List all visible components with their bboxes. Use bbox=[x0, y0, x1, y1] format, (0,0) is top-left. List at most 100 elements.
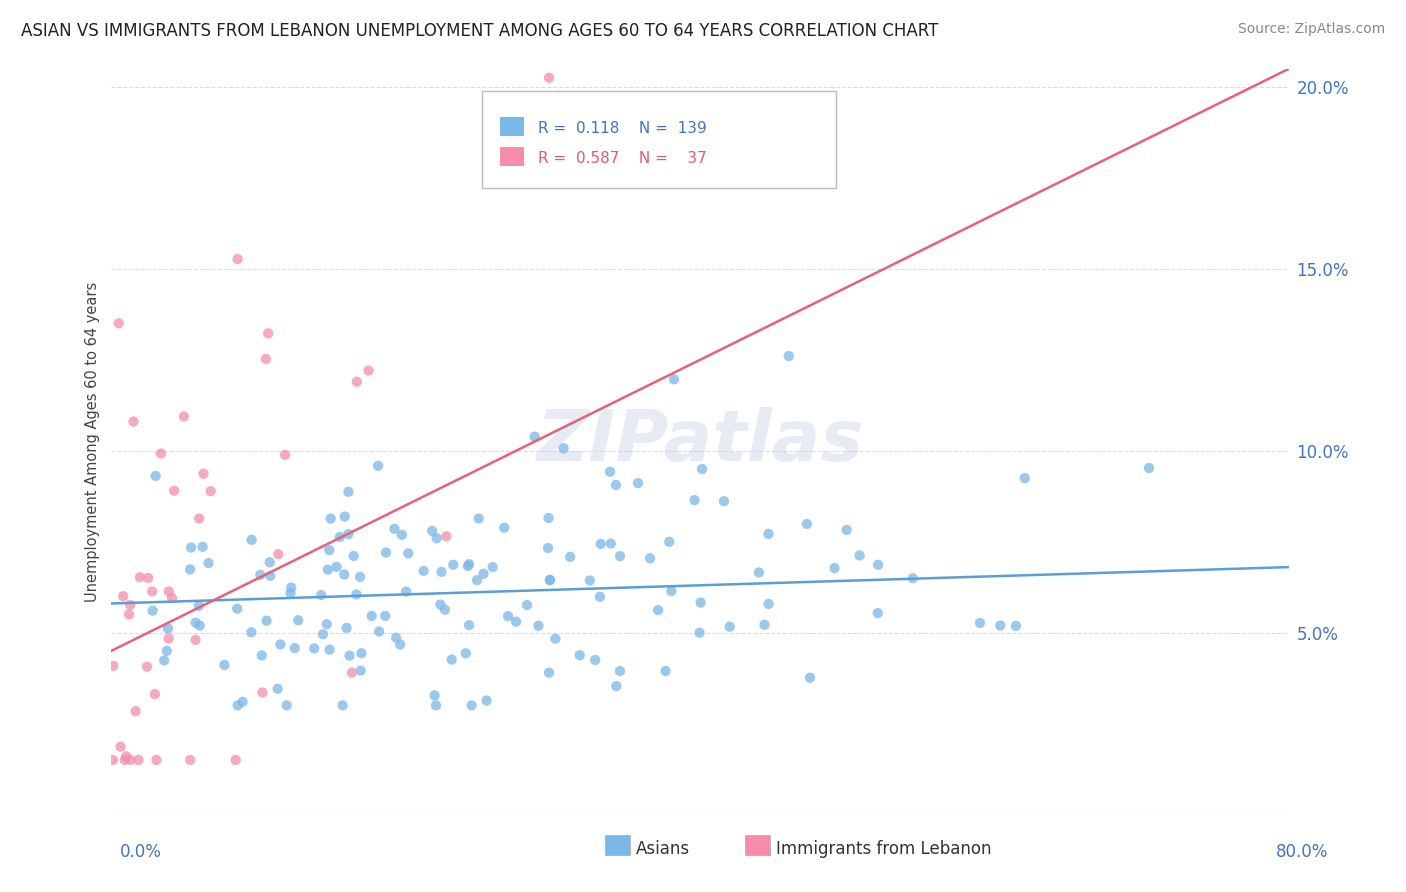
Point bbox=[1137, 461, 1160, 475]
Point bbox=[226, 252, 249, 266]
Point bbox=[395, 584, 418, 599]
Point bbox=[429, 598, 451, 612]
Point bbox=[337, 484, 360, 499]
Point bbox=[796, 516, 818, 531]
Point bbox=[1014, 471, 1036, 485]
Point bbox=[758, 597, 780, 611]
Point bbox=[537, 511, 560, 525]
Point bbox=[527, 619, 550, 633]
Point bbox=[638, 551, 661, 566]
Point bbox=[150, 446, 173, 460]
Point bbox=[256, 614, 278, 628]
Point bbox=[661, 584, 683, 599]
Point bbox=[226, 698, 249, 713]
Point bbox=[537, 541, 560, 555]
Point bbox=[690, 462, 713, 476]
Point bbox=[337, 527, 360, 541]
Point bbox=[346, 587, 368, 601]
Point bbox=[516, 598, 538, 612]
Point bbox=[647, 603, 669, 617]
Point bbox=[136, 571, 159, 585]
Point bbox=[605, 478, 627, 492]
Point bbox=[225, 753, 247, 767]
Point bbox=[118, 607, 141, 622]
Point bbox=[319, 511, 342, 525]
Point bbox=[434, 529, 457, 543]
Point bbox=[460, 698, 482, 713]
Point bbox=[389, 638, 412, 652]
Point bbox=[754, 617, 776, 632]
Point bbox=[280, 581, 302, 595]
Point bbox=[240, 533, 263, 547]
Point bbox=[269, 638, 291, 652]
Point bbox=[423, 689, 446, 703]
Point bbox=[778, 349, 800, 363]
Point bbox=[156, 622, 179, 636]
Point bbox=[120, 753, 142, 767]
Point bbox=[336, 621, 359, 635]
Point bbox=[240, 625, 263, 640]
Point bbox=[309, 588, 332, 602]
Point bbox=[200, 484, 222, 499]
Point bbox=[824, 561, 846, 575]
Point bbox=[969, 615, 991, 630]
Point bbox=[384, 522, 406, 536]
Point bbox=[266, 681, 288, 696]
Point bbox=[799, 671, 821, 685]
Point bbox=[599, 536, 621, 550]
Point bbox=[193, 467, 215, 481]
Point bbox=[544, 632, 567, 646]
Point bbox=[179, 753, 201, 767]
Text: Source: ZipAtlas.com: Source: ZipAtlas.com bbox=[1237, 22, 1385, 37]
Point bbox=[848, 549, 870, 563]
Point bbox=[180, 541, 202, 555]
Point bbox=[340, 665, 363, 680]
Point bbox=[868, 558, 890, 572]
Point bbox=[553, 442, 575, 456]
Point bbox=[184, 632, 207, 647]
Point bbox=[537, 70, 560, 85]
Point bbox=[188, 511, 211, 525]
Point bbox=[145, 469, 167, 483]
Bar bbox=[501, 117, 523, 136]
Point bbox=[107, 316, 129, 330]
Point bbox=[689, 596, 711, 610]
Point bbox=[713, 494, 735, 508]
Point bbox=[457, 558, 479, 573]
Point bbox=[184, 615, 207, 630]
Point bbox=[454, 646, 477, 660]
Point bbox=[173, 409, 195, 424]
Point bbox=[284, 641, 307, 656]
Point bbox=[605, 679, 627, 693]
Point bbox=[339, 648, 361, 663]
Point bbox=[360, 609, 382, 624]
Point bbox=[430, 565, 453, 579]
Point bbox=[396, 546, 419, 560]
Point bbox=[318, 543, 340, 558]
Point bbox=[609, 664, 631, 678]
Text: Asians: Asians bbox=[636, 840, 689, 858]
Point bbox=[458, 558, 481, 572]
Point bbox=[156, 644, 179, 658]
Point bbox=[280, 586, 302, 600]
FancyBboxPatch shape bbox=[482, 91, 835, 188]
Point bbox=[318, 642, 340, 657]
Point bbox=[315, 617, 337, 632]
Point bbox=[609, 549, 631, 563]
Point bbox=[748, 566, 770, 580]
Point bbox=[332, 698, 354, 713]
Point bbox=[346, 375, 368, 389]
Point bbox=[467, 511, 489, 525]
Point bbox=[349, 664, 371, 678]
Point bbox=[662, 372, 685, 386]
Point bbox=[103, 659, 125, 673]
Point bbox=[391, 528, 413, 542]
Point bbox=[112, 589, 135, 603]
Point bbox=[128, 570, 150, 584]
Point bbox=[627, 476, 650, 491]
Point bbox=[866, 606, 889, 620]
Point bbox=[350, 646, 373, 660]
Point bbox=[115, 749, 138, 764]
Point bbox=[589, 537, 612, 551]
Point bbox=[232, 695, 254, 709]
